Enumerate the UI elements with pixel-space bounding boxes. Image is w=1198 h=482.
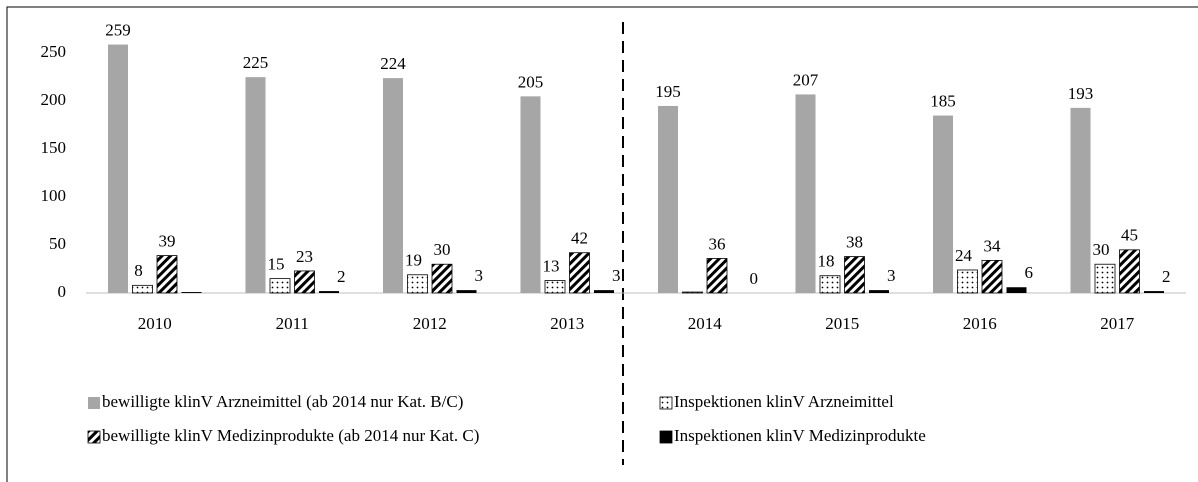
- bar: [181, 292, 202, 293]
- data-label: 38: [846, 232, 863, 251]
- bar: [658, 105, 678, 293]
- bar: [1119, 249, 1140, 294]
- data-label: 15: [268, 255, 285, 274]
- data-label: 42: [571, 229, 588, 248]
- x-tick-label: 2011: [276, 314, 309, 333]
- x-tick-label: 2012: [413, 314, 447, 333]
- bar: [1144, 291, 1164, 293]
- legend-label: bewilligte klinV Medizinprodukte (ab 201…: [102, 426, 479, 445]
- y-tick-label: 150: [41, 138, 67, 157]
- bar: [869, 290, 889, 293]
- data-label: 30: [1093, 240, 1110, 259]
- data-label: 207: [793, 70, 819, 89]
- legend-swatch: [659, 430, 673, 444]
- bar: [706, 258, 728, 294]
- bar: [383, 78, 403, 294]
- y-tick-label: 200: [41, 90, 67, 109]
- bar: [269, 278, 291, 294]
- bar: [294, 270, 315, 294]
- y-tick-label: 100: [41, 186, 67, 205]
- legend-label: Inspektionen klinV Medizinprodukte: [674, 426, 926, 445]
- bar: [795, 94, 816, 293]
- data-label: 30: [434, 240, 451, 259]
- bar: [682, 291, 703, 294]
- y-tick-label: 250: [41, 42, 67, 61]
- frame: [6, 6, 1198, 482]
- x-tick-label: 2013: [550, 314, 584, 333]
- data-label: 225: [243, 53, 269, 72]
- x-tick-label: 2014: [688, 314, 723, 333]
- data-label: 3: [887, 266, 896, 285]
- y-tick-label: 0: [58, 282, 67, 301]
- data-label: 23: [296, 247, 313, 266]
- bar: [844, 256, 865, 294]
- data-label: 45: [1121, 226, 1138, 245]
- data-label: 19: [405, 251, 422, 270]
- legend-swatch: [659, 396, 673, 410]
- data-label: 13: [543, 256, 560, 275]
- data-label: 3: [612, 266, 621, 285]
- data-label: 34: [984, 236, 1002, 255]
- legend-label: bewilligte klinV Arzneimittel (ab 2014 n…: [102, 392, 463, 411]
- data-label: 185: [930, 91, 956, 110]
- bar: [933, 115, 953, 293]
- data-label: 18: [818, 252, 835, 271]
- legend-swatch: [87, 430, 101, 444]
- data-label: 39: [159, 231, 176, 250]
- data-label: 8: [134, 261, 143, 280]
- bar: [819, 275, 841, 294]
- x-tick-label: 2010: [138, 314, 172, 333]
- x-tick-label: 2016: [963, 314, 997, 333]
- bar: [319, 291, 339, 293]
- data-label: 2: [337, 267, 346, 286]
- legend-label: Inspektionen klinV Arzneimittel: [674, 392, 894, 411]
- data-label: 6: [1025, 263, 1034, 282]
- bar: [520, 96, 541, 293]
- bar: [594, 290, 614, 293]
- bar: [156, 255, 178, 294]
- legend-swatch: [88, 397, 100, 409]
- bar: [407, 274, 428, 294]
- data-label: 24: [955, 246, 973, 265]
- y-tick-label: 50: [49, 234, 66, 253]
- bar: [108, 44, 128, 294]
- data-label: 195: [655, 82, 681, 101]
- bar: [569, 252, 590, 294]
- bar: [245, 77, 266, 294]
- data-label: 193: [1068, 84, 1094, 103]
- bar: [456, 290, 477, 293]
- bar: [544, 280, 566, 294]
- bar: [1094, 263, 1116, 294]
- bar: [431, 263, 453, 294]
- bar: [1006, 287, 1027, 293]
- data-label: 3: [475, 266, 484, 285]
- bar: [957, 269, 978, 294]
- data-label: 36: [709, 234, 726, 253]
- data-label: 2: [1162, 267, 1171, 286]
- data-label: 205: [518, 72, 544, 91]
- data-label: 0: [750, 269, 759, 288]
- data-label: 259: [105, 20, 131, 39]
- data-label: 224: [380, 54, 406, 73]
- bar: [1070, 107, 1091, 293]
- bar: [132, 284, 153, 294]
- x-tick-label: 2017: [1100, 314, 1135, 333]
- bar: [981, 259, 1003, 294]
- x-tick-label: 2015: [825, 314, 859, 333]
